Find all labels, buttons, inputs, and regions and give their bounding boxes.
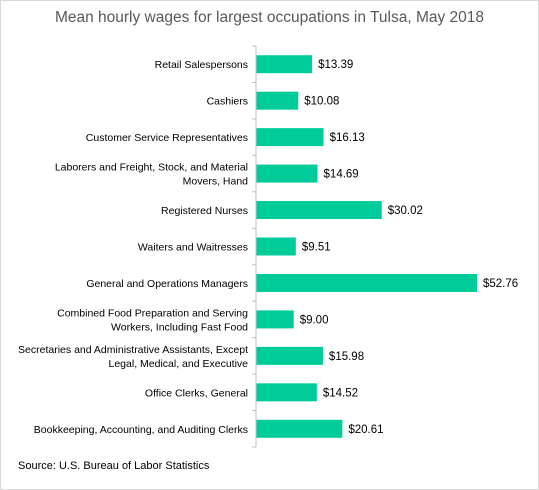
category-label: Office Clerks, General <box>145 387 248 399</box>
value-label: $9.00 <box>300 314 329 326</box>
bar <box>256 91 299 110</box>
value-label: $9.51 <box>302 242 331 254</box>
value-label: $20.61 <box>348 424 383 436</box>
value-label: $14.69 <box>324 169 359 181</box>
bar <box>256 273 477 292</box>
value-label: $10.08 <box>304 96 339 108</box>
value-label: $16.13 <box>330 132 365 144</box>
value-label: $15.98 <box>329 351 364 363</box>
value-label: $30.02 <box>388 205 423 217</box>
category-label: Bookkeeping, Accounting, and Auditing Cl… <box>34 424 248 436</box>
bar <box>256 55 313 74</box>
category-label: Legal, Medical, and Executive <box>109 358 249 370</box>
category-label: General and Operations Managers <box>86 278 248 290</box>
bar <box>256 128 324 147</box>
chart-title: Mean hourly wages for largest occupation… <box>54 9 485 26</box>
value-label: $14.52 <box>323 387 358 399</box>
category-label: Cashiers <box>207 96 248 108</box>
bar <box>256 383 317 402</box>
category-label: Laborers and Freight, Stock, and Materia… <box>55 162 248 174</box>
category-label: Registered Nurses <box>161 205 248 217</box>
source-note: Source: U.S. Bureau of Labor Statistics <box>18 460 210 472</box>
category-label: Movers, Hand <box>183 176 249 188</box>
category-label: Customer Service Representatives <box>86 132 248 144</box>
bar <box>256 164 318 183</box>
bar <box>256 201 382 220</box>
bar <box>256 346 323 365</box>
bar <box>256 237 296 256</box>
bar <box>256 310 294 329</box>
category-label: Combined Food Preparation and Serving <box>57 307 248 319</box>
value-label: $52.76 <box>483 278 518 290</box>
value-label: $13.39 <box>318 59 353 71</box>
category-label: Workers, Including Fast Food <box>111 321 248 333</box>
category-label: Retail Salespersons <box>155 59 248 71</box>
category-label: Waiters and Waitresses <box>138 242 248 254</box>
category-label: Secretaries and Administrative Assistant… <box>18 344 248 356</box>
bar <box>256 419 343 438</box>
